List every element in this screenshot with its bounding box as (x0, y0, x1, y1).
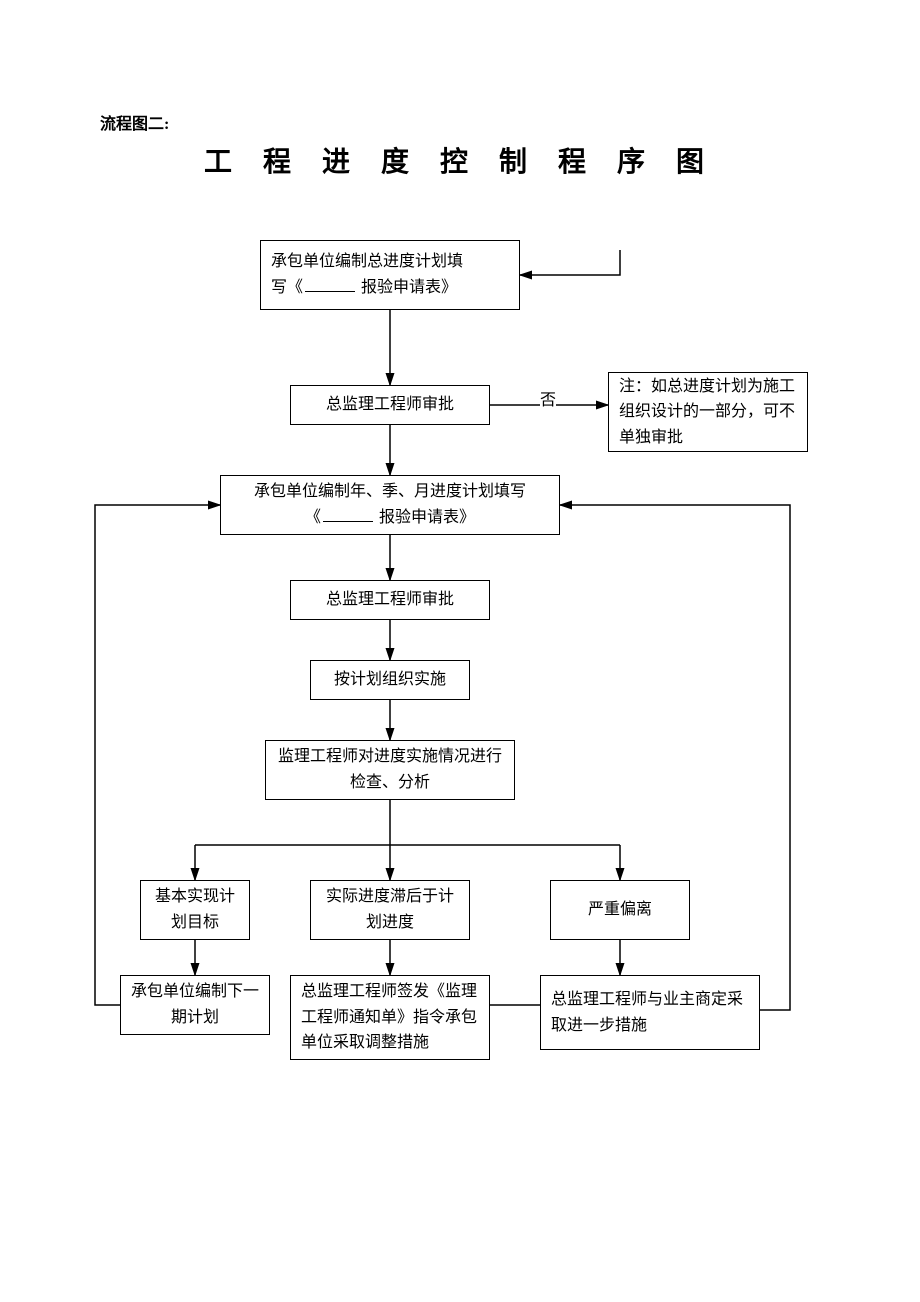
node-contractor-total-plan: 承包单位编制总进度计划填 写《 报验申请表》 (260, 240, 520, 310)
node-issue-notice: 总监理工程师签发《监理工程师通知单》指令承包单位采取调整措施 (290, 975, 490, 1060)
node-supervisor-check: 监理工程师对进度实施情况进行检查、分析 (265, 740, 515, 800)
node-next-plan: 承包单位编制下一期计划 (120, 975, 270, 1035)
node-contractor-period-plan: 承包单位编制年、季、月进度计划填写 《 报验申请表》 (220, 475, 560, 535)
node-implement: 按计划组织实施 (310, 660, 470, 700)
blank-field-2 (323, 506, 373, 522)
node-note: 注：如总进度计划为施工组织设计的一部分，可不单独审批 (608, 372, 808, 452)
label-no: 否 (540, 386, 556, 410)
n3-line2-pre: 《 (305, 509, 321, 526)
node-owner-measures: 总监理工程师与业主商定采取进一步措施 (540, 975, 760, 1050)
node-branch-ontrack: 基本实现计划目标 (140, 880, 250, 940)
node-chief-approve-2: 总监理工程师审批 (290, 580, 490, 620)
n3-line1: 承包单位编制年、季、月进度计划填写 (254, 483, 526, 500)
n1-line2-post: 报验申请表》 (357, 279, 457, 296)
node-branch-behind: 实际进度滞后于计划进度 (310, 880, 470, 940)
flowchart-connectors (0, 0, 920, 1302)
node-chief-approve-1: 总监理工程师审批 (290, 385, 490, 425)
page-title: 工 程 进 度 控 制 程 序 图 (0, 140, 920, 180)
blank-field (305, 276, 355, 292)
n1-line2-pre: 写《 (271, 279, 303, 296)
n3-line2-post: 报验申请表》 (375, 509, 475, 526)
n1-line1: 承包单位编制总进度计划填 (271, 253, 463, 270)
subtitle: 流程图二: (100, 110, 169, 134)
node-branch-deviate: 严重偏离 (550, 880, 690, 940)
